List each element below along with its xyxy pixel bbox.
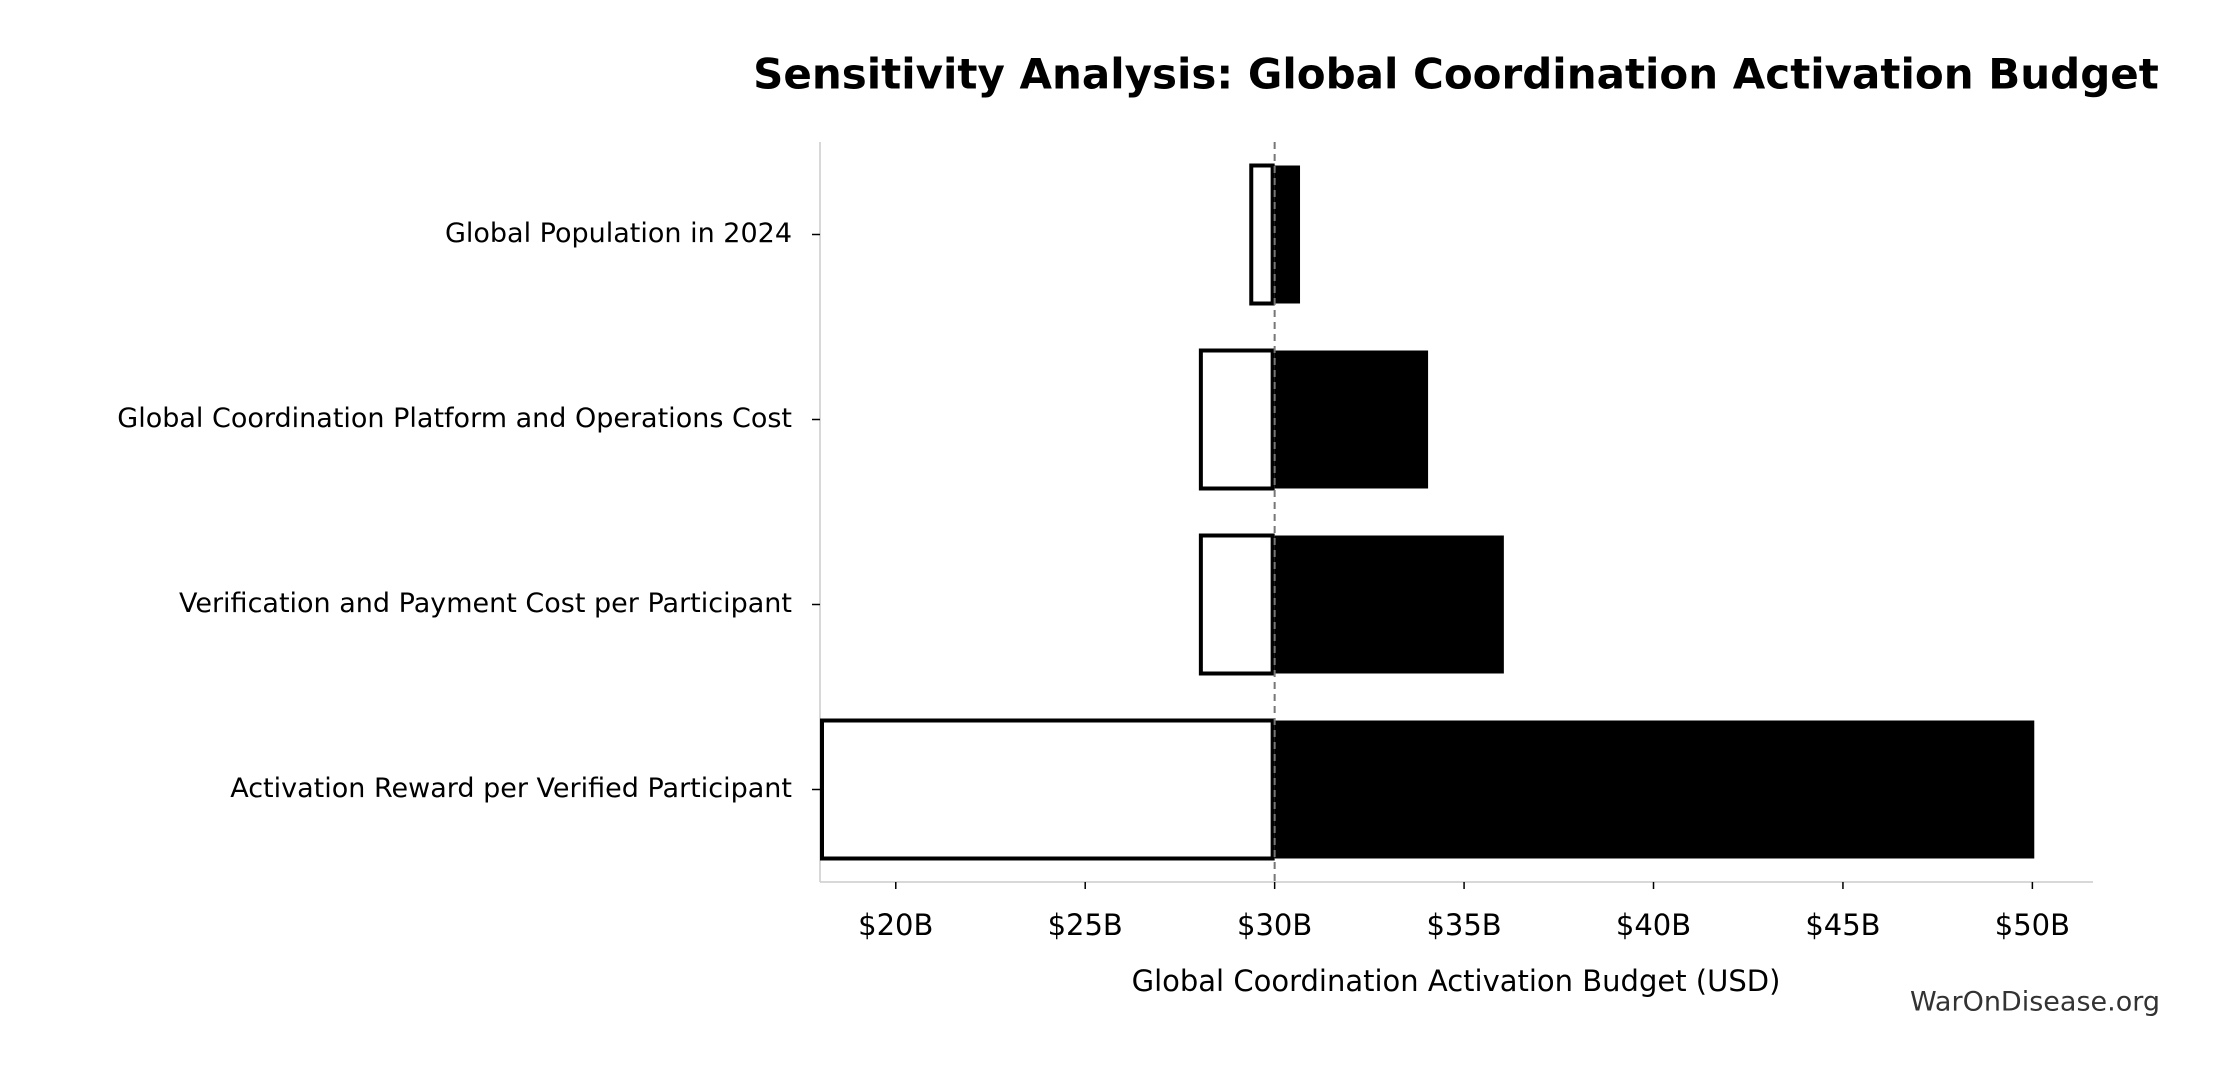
watermark: WarOnDisease.org (1910, 987, 2160, 1018)
x-tick-label: $40B (1616, 908, 1691, 942)
y-tick-label: Verification and Payment Cost per Partic… (179, 588, 792, 619)
bar (1274, 350, 1429, 489)
bar (1198, 533, 1275, 676)
y-tick-label: Global Coordination Platform and Operati… (117, 403, 792, 434)
y-tick-label: Global Population in 2024 (445, 218, 792, 249)
bar (1274, 535, 1504, 674)
x-tick-label: $35B (1426, 908, 1501, 942)
bar (1198, 348, 1275, 491)
x-tick-label: $20B (858, 908, 933, 942)
x-tick-label: $25B (1048, 908, 1123, 942)
x-axis-label: Global Coordination Activation Budget (U… (1132, 964, 1781, 998)
x-tick-label: $45B (1805, 908, 1880, 942)
x-tick-label: $30B (1237, 908, 1312, 942)
chart-title: Sensitivity Analysis: Global Coordinatio… (753, 50, 2159, 99)
bar (820, 718, 1275, 861)
bar (1274, 165, 1301, 304)
bar (1249, 163, 1275, 306)
bar (1274, 720, 2035, 859)
y-tick-label: Activation Reward per Verified Participa… (230, 773, 792, 804)
x-tick-label: $50B (1995, 908, 2070, 942)
